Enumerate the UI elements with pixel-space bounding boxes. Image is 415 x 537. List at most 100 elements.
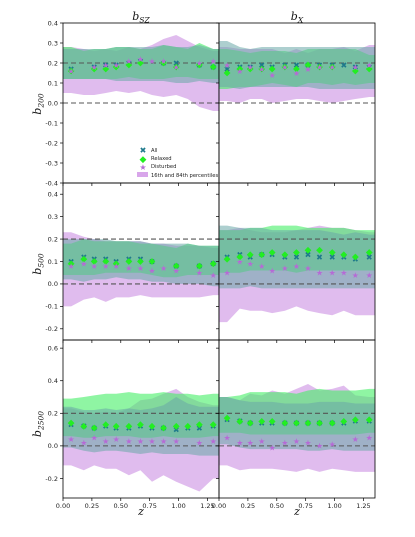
marker-disturbed: ★ (340, 269, 347, 278)
legend-entry-percentiles: 16th and 84th percentiles (137, 172, 218, 179)
marker-all: ✖ (102, 61, 109, 70)
marker-disturbed: ★ (113, 435, 120, 444)
marker-relaxed (293, 419, 300, 427)
marker-relaxed (223, 414, 231, 422)
marker-relaxed (293, 249, 300, 256)
y-tick-label: 0.2 (48, 59, 58, 67)
marker-disturbed: ★ (148, 266, 155, 275)
marker-disturbed: ★ (258, 65, 265, 74)
panel-r2-c1: ✖✖✖✖✖✖✖✖✖✖✖✖✖★★★★★★★★★★★★0.000.250.500.7… (212, 339, 376, 510)
x-axis-label-left: z (137, 505, 144, 518)
x-tick-label: 1.25 (356, 502, 370, 510)
marker-relaxed (195, 421, 203, 429)
marker-disturbed: ★ (173, 63, 180, 72)
legend-label-percentiles: 16th and 84th percentiles (151, 173, 218, 179)
marker-relaxed (160, 59, 167, 67)
marker-disturbed: ★ (293, 437, 300, 446)
marker-relaxed (293, 65, 300, 73)
legend-entry-all: ✖ All (140, 146, 158, 155)
x-tick-label: 0.25 (241, 502, 255, 510)
marker-relaxed (209, 421, 217, 429)
marker-disturbed: ★ (236, 438, 243, 447)
y-tick-label: 0.4 (48, 19, 58, 27)
marker-relaxed (172, 262, 180, 270)
y-tick-label: 0.0 (48, 442, 58, 450)
marker-all: ✖ (173, 425, 180, 434)
marker-disturbed: ★ (68, 435, 75, 444)
y-tick-label: 0.3 (48, 213, 58, 221)
marker-disturbed: ★ (196, 438, 203, 447)
marker-relaxed (304, 61, 312, 69)
panel-plot-area: ✖✖✖✖✖✖✖✖✖✖✖✖✖★★★★★★★★★★★★★ (219, 225, 375, 323)
marker-disturbed: ★ (304, 264, 311, 273)
marker-disturbed: ★ (125, 57, 132, 66)
marker-disturbed: ★ (281, 63, 288, 72)
marker-relaxed (184, 422, 192, 430)
marker-relaxed (340, 251, 348, 259)
marker-disturbed: ★ (210, 271, 217, 280)
x-tick-label: 0.25 (85, 502, 99, 510)
marker-disturbed: ★ (125, 264, 132, 273)
y-tick-label: -0.2 (45, 325, 58, 333)
marker-disturbed: ★ (102, 437, 109, 446)
marker-relaxed (258, 251, 266, 259)
y-tick-label: -0.2 (45, 475, 58, 483)
marker-relaxed (281, 63, 289, 71)
x-tick-label: 0.50 (114, 502, 128, 510)
marker-relaxed (90, 258, 98, 265)
marker-relaxed (281, 419, 289, 427)
marker-disturbed: ★ (304, 65, 311, 74)
marker-disturbed: ★ (80, 438, 87, 447)
marker-relaxed (160, 424, 167, 432)
y-tick-label: 0.4 (48, 191, 58, 199)
marker-disturbed: ★ (293, 69, 300, 78)
marker-disturbed: ★ (113, 61, 120, 70)
band-all (219, 225, 375, 289)
marker-relaxed (67, 67, 75, 75)
legend-entry-disturbed: ★ Disturbed (139, 163, 176, 172)
marker-disturbed: ★ (173, 266, 180, 275)
marker-relaxed (246, 419, 254, 427)
marker-relaxed (316, 419, 323, 427)
marker-relaxed (102, 421, 110, 429)
marker-disturbed: ★ (269, 266, 276, 275)
marker-disturbed: ★ (352, 271, 359, 280)
marker-disturbed: ★ (281, 264, 288, 273)
marker-disturbed: ★ (91, 434, 98, 443)
row-label-b2500: b2500 (31, 411, 46, 437)
marker-disturbed: ★ (148, 57, 155, 66)
y-tick-label: 0.1 (48, 79, 58, 87)
marker-disturbed: ★ (281, 438, 288, 447)
y-tick-label: -0.1 (45, 119, 58, 127)
y-tick-label: 0.2 (48, 410, 58, 418)
marker-disturbed: ★ (102, 262, 109, 271)
marker-disturbed: ★ (113, 262, 120, 271)
legend: ✖ All ◆ Relaxed ★ Disturbed 16th and 84t… (137, 146, 218, 179)
column-title-x: bX (291, 10, 304, 25)
marker-disturbed: ★ (102, 61, 109, 70)
x-tick-label: 0.00 (212, 502, 226, 510)
x-tick-label: 0.75 (142, 502, 156, 510)
panel-plot-area: ✖✖✖✖✖✖✖✖✖✖✖✖✖★★★★★★★★★★★★ (219, 41, 375, 104)
panel-r0-c1: ✖✖✖✖✖✖✖✖✖✖✖✖✖★★★★★★★★★★★★ (216, 22, 376, 186)
marker-disturbed: ★ (329, 63, 336, 72)
marker-disturbed: ★ (224, 434, 231, 443)
marker-disturbed: ★ (316, 269, 323, 278)
marker-disturbed: ★ (224, 61, 231, 70)
marker-disturbed: ★ (366, 434, 373, 443)
marker-disturbed: ★ (247, 260, 254, 269)
marker-disturbed: ★ (329, 440, 336, 449)
x-tick-label: 0.75 (298, 502, 312, 510)
marker-relaxed (112, 260, 120, 268)
y-tick-label: 0.1 (48, 258, 58, 266)
marker-relaxed (304, 246, 312, 254)
marker-relaxed (137, 258, 144, 265)
marker-relaxed (112, 63, 120, 71)
marker-relaxed (90, 424, 98, 432)
legend-label-all: All (151, 148, 157, 154)
marker-disturbed: ★ (210, 57, 217, 66)
row-label-b2500-subscript: 2500 (37, 411, 46, 431)
marker-disturbed: ★ (80, 260, 87, 269)
marker-disturbed: ★ (148, 437, 155, 446)
x-tick-label: 1.25 (200, 502, 214, 510)
